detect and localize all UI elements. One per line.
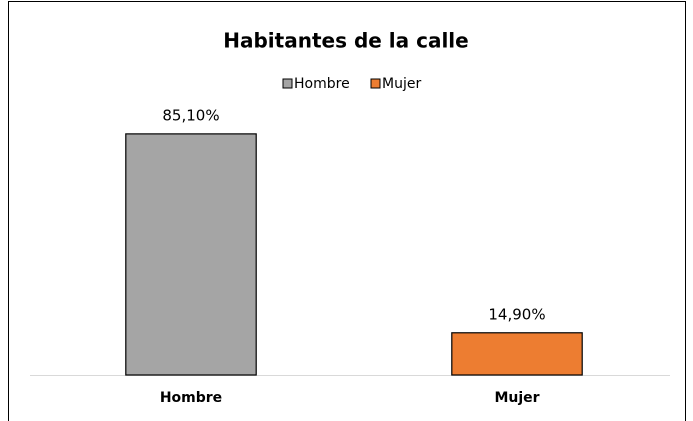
legend-label: Mujer [382, 76, 421, 92]
data-label: 85,10% [162, 106, 219, 124]
legend-label: Hombre [294, 76, 350, 92]
chart-border [8, 1, 686, 421]
data-label: 14,90% [488, 305, 545, 323]
x-tick-label: Mujer [494, 390, 539, 406]
x-tick-label: Hombre [160, 390, 222, 406]
legend-swatch [370, 78, 381, 89]
bar [125, 133, 257, 376]
bar [451, 332, 583, 376]
chart-title: Habitantes de la calle [223, 29, 468, 53]
legend-swatch [282, 78, 293, 89]
